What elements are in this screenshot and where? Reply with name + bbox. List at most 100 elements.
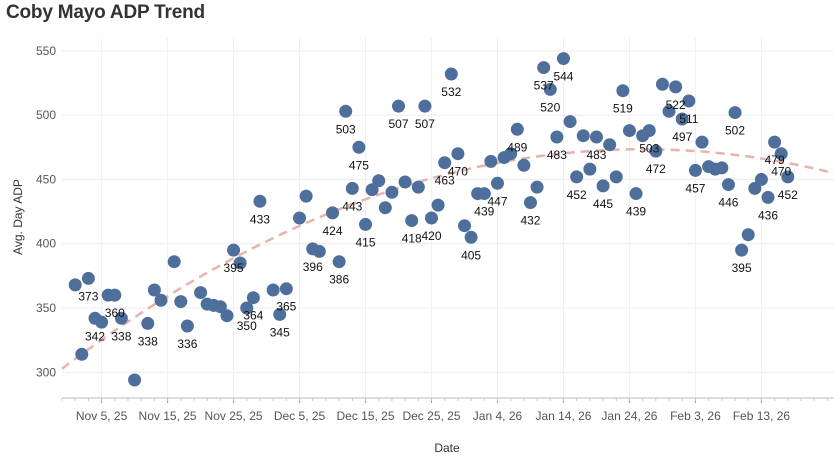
data-point[interactable] — [451, 147, 465, 161]
data-point[interactable] — [490, 176, 504, 190]
data-point[interactable] — [662, 104, 676, 118]
data-point[interactable] — [372, 174, 386, 188]
data-point[interactable] — [688, 163, 702, 177]
data-point[interactable] — [510, 122, 524, 136]
data-point[interactable] — [312, 244, 326, 258]
data-point[interactable] — [504, 147, 518, 161]
data-point[interactable] — [761, 190, 775, 204]
data-point[interactable] — [174, 295, 188, 309]
data-point[interactable] — [523, 196, 537, 210]
data-point[interactable] — [622, 124, 636, 138]
data-point[interactable] — [675, 112, 689, 126]
data-point[interactable] — [530, 180, 544, 194]
data-point[interactable] — [345, 181, 359, 195]
data-point[interactable] — [616, 84, 630, 98]
data-point[interactable] — [279, 282, 293, 296]
data-point[interactable] — [649, 144, 663, 158]
data-point[interactable] — [748, 181, 762, 195]
data-point[interactable] — [576, 129, 590, 143]
data-point[interactable] — [537, 61, 551, 75]
data-point[interactable] — [385, 185, 399, 199]
data-point[interactable] — [477, 187, 491, 201]
data-point[interactable] — [227, 243, 241, 257]
data-point[interactable] — [326, 206, 340, 220]
data-point[interactable] — [464, 230, 478, 244]
data-point[interactable] — [398, 175, 412, 189]
data-point[interactable] — [669, 80, 683, 94]
data-label: 336 — [177, 337, 197, 351]
data-point[interactable] — [603, 138, 617, 152]
data-point[interactable] — [352, 140, 366, 154]
data-point[interactable] — [774, 147, 788, 161]
data-point[interactable] — [457, 219, 471, 233]
data-point[interactable] — [596, 179, 610, 193]
data-point[interactable] — [266, 283, 280, 297]
data-point[interactable] — [246, 291, 260, 305]
data-label: 532 — [441, 85, 461, 99]
data-point[interactable] — [735, 243, 749, 257]
data-point[interactable] — [293, 211, 307, 225]
data-point[interactable] — [95, 315, 109, 329]
data-point[interactable] — [570, 170, 584, 184]
data-point[interactable] — [332, 255, 346, 269]
data-point[interactable] — [128, 373, 142, 387]
data-point[interactable] — [781, 170, 795, 184]
data-point[interactable] — [108, 288, 122, 302]
data-point[interactable] — [68, 278, 82, 292]
data-point[interactable] — [741, 228, 755, 242]
data-point[interactable] — [431, 198, 445, 212]
data-point[interactable] — [273, 307, 287, 321]
data-point[interactable] — [81, 271, 95, 285]
data-point[interactable] — [642, 124, 656, 138]
data-point[interactable] — [213, 300, 227, 314]
data-point[interactable] — [721, 178, 735, 192]
data-label: 445 — [593, 197, 613, 211]
data-point[interactable] — [147, 283, 161, 297]
data-point[interactable] — [405, 214, 419, 228]
data-label: 470 — [771, 165, 791, 179]
data-point[interactable] — [75, 347, 89, 361]
data-label: 463 — [435, 174, 455, 188]
data-point[interactable] — [583, 162, 597, 176]
data-point[interactable] — [180, 319, 194, 333]
data-point[interactable] — [425, 211, 439, 225]
data-label: 350 — [237, 319, 257, 333]
data-point[interactable] — [167, 255, 181, 269]
data-point[interactable] — [154, 293, 168, 307]
data-point[interactable] — [484, 154, 498, 168]
data-point[interactable] — [629, 187, 643, 201]
data-point[interactable] — [220, 309, 234, 323]
data-point[interactable] — [378, 201, 392, 215]
data-point[interactable] — [695, 135, 709, 149]
data-point[interactable] — [438, 156, 452, 170]
data-point[interactable] — [768, 135, 782, 149]
data-point[interactable] — [543, 82, 557, 96]
data-point[interactable] — [339, 104, 353, 118]
data-point[interactable] — [609, 170, 623, 184]
data-point[interactable] — [253, 194, 267, 208]
data-point[interactable] — [754, 172, 768, 186]
data-point[interactable] — [392, 99, 406, 113]
data-point[interactable] — [194, 286, 208, 300]
data-point[interactable] — [418, 99, 432, 113]
data-point[interactable] — [556, 52, 570, 66]
data-point[interactable] — [141, 316, 155, 330]
data-point[interactable] — [365, 183, 379, 197]
data-point[interactable] — [359, 217, 373, 231]
data-point[interactable] — [114, 311, 128, 325]
data-label: 439 — [474, 205, 494, 219]
data-point[interactable] — [517, 158, 531, 172]
data-point[interactable] — [715, 161, 729, 175]
data-point[interactable] — [240, 301, 254, 315]
data-point[interactable] — [411, 180, 425, 194]
data-point[interactable] — [682, 94, 696, 108]
data-label: 338 — [138, 334, 158, 348]
data-point[interactable] — [550, 130, 564, 144]
data-point[interactable] — [589, 130, 603, 144]
data-point[interactable] — [299, 189, 313, 203]
data-point[interactable] — [563, 115, 577, 129]
data-point[interactable] — [728, 106, 742, 120]
data-point[interactable] — [233, 256, 247, 270]
data-point[interactable] — [444, 67, 458, 81]
data-point[interactable] — [655, 77, 669, 91]
